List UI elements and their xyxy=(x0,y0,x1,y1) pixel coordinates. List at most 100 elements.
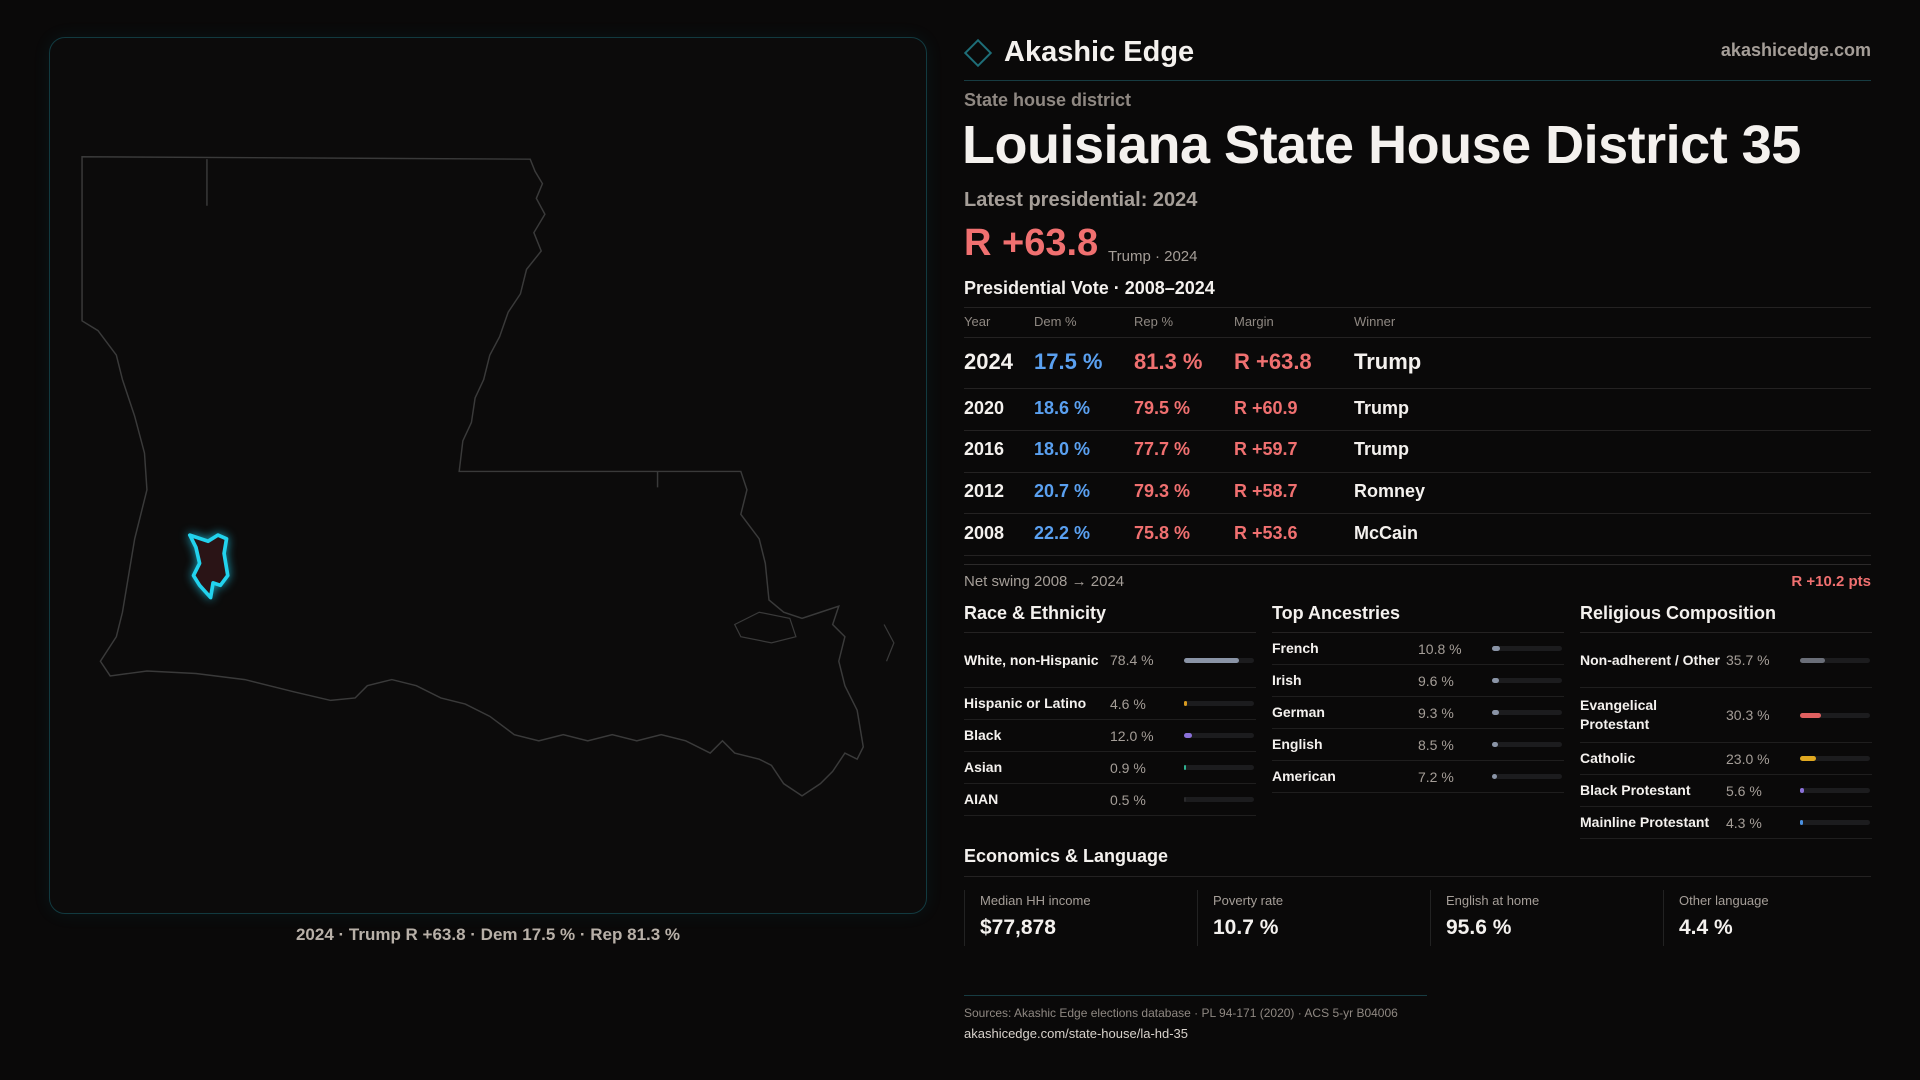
stat-value: 12.0 % xyxy=(1110,727,1154,744)
stat-bar-fill xyxy=(1492,710,1499,715)
stat-bar-track xyxy=(1184,657,1254,663)
cell-rep: 79.5 % xyxy=(1134,398,1191,418)
cell-dem: 18.6 % xyxy=(1034,398,1091,418)
econ-card-median-hh-income: Median HH income $77,878 xyxy=(964,890,1197,946)
lake-pontchartrain xyxy=(733,611,895,662)
stat-bar-track xyxy=(1492,710,1562,715)
stat-bar-fill xyxy=(1184,733,1193,738)
economics-title: Economics & Language xyxy=(964,846,1169,866)
cell-year: 2008 xyxy=(964,523,1005,543)
stat-row: English 8.5 % xyxy=(1272,729,1564,761)
stat-value: 7.2 % xyxy=(1418,768,1454,785)
card-label: Other language xyxy=(1679,893,1769,908)
stat-bar-fill xyxy=(1184,797,1186,802)
district-highlight[interactable] xyxy=(187,533,230,600)
stat-label: Non-adherent / Other xyxy=(1580,651,1721,668)
stat-bar-fill xyxy=(1492,742,1498,747)
stat-label: Mainline Protestant xyxy=(1580,814,1710,830)
stat-bar-track xyxy=(1492,646,1562,651)
cell-margin: R +53.6 xyxy=(1234,523,1298,543)
economics-divider xyxy=(964,876,1871,877)
stat-row: Catholic 23.0 % xyxy=(1580,743,1872,775)
card-label: Median HH income xyxy=(980,893,1091,908)
state-outline xyxy=(81,155,865,797)
stat-bar-fill xyxy=(1800,788,1804,793)
stat-bar-track xyxy=(1184,765,1254,770)
row-divider xyxy=(964,388,1871,389)
card-value: $77,878 xyxy=(980,916,1056,939)
parish-line xyxy=(206,159,659,488)
stat-label: American xyxy=(1272,768,1336,784)
stat-bar-fill xyxy=(1184,657,1239,663)
stat-label: French xyxy=(1272,640,1319,656)
brand-logo[interactable]: Akashic Edge xyxy=(963,36,1194,69)
header-divider xyxy=(964,337,1871,338)
row-divider xyxy=(964,555,1871,556)
cell-winner: Trump xyxy=(1354,439,1410,459)
stat-label: Black Protestant xyxy=(1580,782,1691,798)
stat-label: Irish xyxy=(1272,672,1302,688)
stat-bar-fill xyxy=(1800,756,1817,761)
stat-bar-track xyxy=(1184,701,1254,706)
section-divider xyxy=(1580,632,1872,633)
section-divider xyxy=(1272,632,1564,633)
stat-value: 9.6 % xyxy=(1418,672,1454,689)
cell-year: 2012 xyxy=(964,481,1005,501)
map-panel[interactable] xyxy=(49,37,927,914)
stat-bar-fill xyxy=(1800,820,1803,825)
stat-label: Evangelical Protestant xyxy=(1580,697,1658,732)
cell-rep: 77.7 % xyxy=(1134,439,1191,459)
stat-value: 5.6 % xyxy=(1726,782,1762,799)
stat-label: Catholic xyxy=(1580,750,1636,766)
stat-label: Hispanic or Latino xyxy=(964,695,1087,711)
card-label: Poverty rate xyxy=(1213,893,1284,908)
column-header-margin: Margin xyxy=(1234,314,1274,329)
stat-row: AIAN 0.5 % xyxy=(964,784,1256,816)
stat-label: English xyxy=(1272,736,1323,752)
cell-dem: 20.7 % xyxy=(1034,481,1091,501)
stat-row: Non-adherent / Other 35.7 % xyxy=(1580,633,1872,688)
section-divider xyxy=(964,632,1256,633)
stat-bar-track xyxy=(1492,742,1562,747)
stat-value: 0.9 % xyxy=(1110,759,1146,776)
latest-winner: Trump · 2024 xyxy=(1108,248,1198,265)
cell-winner: Trump xyxy=(1354,349,1422,374)
stat-bar-track xyxy=(1492,774,1562,779)
card-label: English at home xyxy=(1446,893,1540,908)
stat-row: Irish 9.6 % xyxy=(1272,665,1564,697)
site-link[interactable]: akashicedge.com xyxy=(1720,40,1871,60)
stat-row: Black 12.0 % xyxy=(964,720,1256,752)
stat-value: 10.8 % xyxy=(1418,640,1462,657)
cell-winner: Trump xyxy=(1354,398,1410,418)
stat-label: White, non-Hispanic xyxy=(964,651,1099,668)
column-header-year: Year xyxy=(964,314,991,329)
stat-bar-fill xyxy=(1492,678,1499,683)
stat-value: 4.6 % xyxy=(1110,695,1146,712)
cell-rep: 75.8 % xyxy=(1134,523,1191,543)
stat-bar-fill xyxy=(1492,646,1500,651)
stat-bar-track xyxy=(1800,788,1870,793)
stat-row: Hispanic or Latino 4.6 % xyxy=(964,688,1256,720)
column-header-dem: Dem % xyxy=(1034,314,1077,329)
stat-bar-track xyxy=(1800,756,1870,761)
econ-card-english-at-home: English at home 95.6 % xyxy=(1430,890,1663,946)
cell-margin: R +60.9 xyxy=(1234,398,1298,418)
econ-card-poverty-rate: Poverty rate 10.7 % xyxy=(1197,890,1430,946)
cell-year: 2020 xyxy=(964,398,1005,418)
stat-row: Asian 0.9 % xyxy=(964,752,1256,784)
stat-row: German 9.3 % xyxy=(1272,697,1564,729)
stat-bar-track xyxy=(1184,797,1254,802)
stat-label: Asian xyxy=(964,759,1003,775)
stat-label: AIAN xyxy=(964,791,999,807)
stat-value: 30.3 % xyxy=(1726,707,1770,723)
latest-margin: R +63.8 xyxy=(964,222,1099,264)
stat-label: Black xyxy=(964,727,1002,743)
page-url[interactable]: akashicedge.com/state-house/la-hd-35 xyxy=(964,1026,1189,1041)
cell-year: 2016 xyxy=(964,439,1005,459)
stat-bar-fill xyxy=(1184,765,1186,770)
section-title: Religious Composition xyxy=(1580,603,1776,623)
stat-value: 0.5 % xyxy=(1110,791,1146,808)
row-divider xyxy=(964,472,1871,473)
column-header-winner: Winner xyxy=(1354,314,1396,329)
cell-winner: Romney xyxy=(1354,481,1426,501)
